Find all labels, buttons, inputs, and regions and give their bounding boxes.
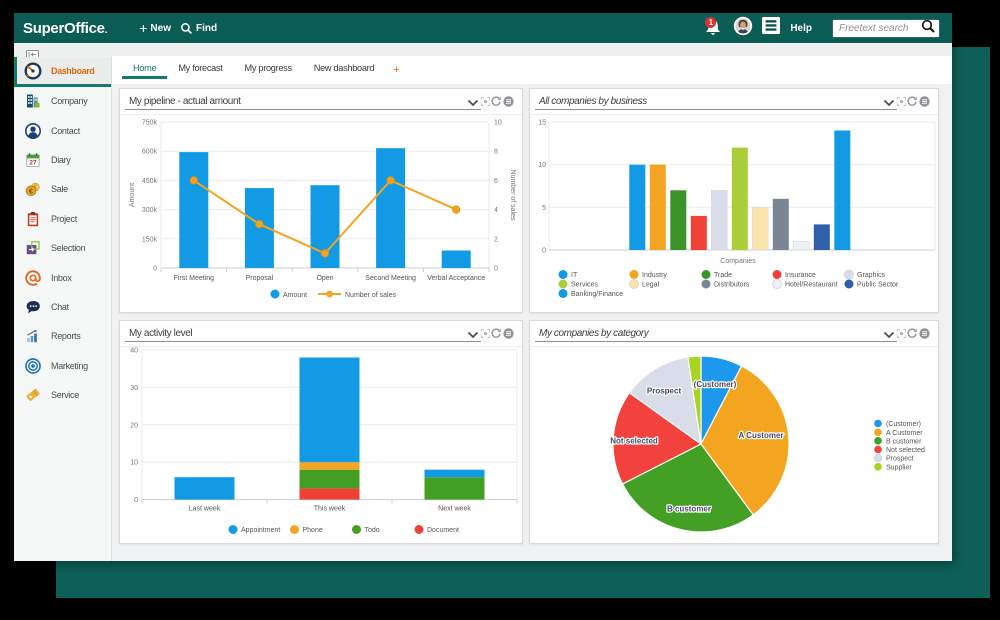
- svg-text:Not selected: Not selected: [886, 447, 925, 454]
- svg-text:Number of sales: Number of sales: [345, 292, 396, 299]
- svg-text:Amount: Amount: [129, 183, 136, 207]
- svg-text:Banking/Finance: Banking/Finance: [571, 291, 623, 298]
- svg-text:IT: IT: [571, 272, 578, 279]
- svg-text:750k: 750k: [142, 120, 158, 127]
- svg-text:Verbal Acceptance: Verbal Acceptance: [427, 275, 485, 282]
- svg-text:0: 0: [134, 497, 138, 504]
- svg-text:5: 5: [542, 205, 546, 212]
- svg-text:(Customer): (Customer): [886, 421, 921, 428]
- svg-text:600k: 600k: [142, 149, 158, 156]
- svg-text:10: 10: [130, 460, 138, 467]
- svg-text:Prospect: Prospect: [647, 387, 682, 396]
- svg-text:B customer: B customer: [886, 438, 922, 445]
- svg-text:Number of sales: Number of sales: [509, 170, 516, 221]
- svg-text:4: 4: [494, 207, 498, 214]
- svg-text:This week: This week: [314, 506, 346, 513]
- svg-text:Trade: Trade: [714, 272, 732, 279]
- svg-text:0: 0: [153, 266, 157, 273]
- svg-text:Last week: Last week: [189, 506, 221, 513]
- svg-text:8: 8: [494, 149, 498, 156]
- svg-text:40: 40: [130, 348, 138, 355]
- svg-text:10: 10: [538, 162, 546, 169]
- svg-text:Not selected: Not selected: [610, 437, 658, 446]
- svg-text:6: 6: [494, 178, 498, 185]
- svg-text:450k: 450k: [142, 178, 158, 185]
- svg-text:20: 20: [130, 422, 138, 429]
- svg-text:Supplier: Supplier: [886, 464, 912, 471]
- svg-text:Hotel/Restaurant: Hotel/Restaurant: [785, 282, 838, 289]
- svg-text:Graphics: Graphics: [857, 272, 886, 279]
- svg-text:€: €: [29, 187, 34, 196]
- svg-text:Phone: Phone: [303, 527, 323, 534]
- svg-text:Second Meeting: Second Meeting: [365, 275, 416, 282]
- svg-text:150k: 150k: [142, 236, 158, 243]
- svg-text:15: 15: [538, 120, 546, 127]
- svg-text:Industry: Industry: [642, 272, 667, 279]
- svg-text:€: €: [34, 186, 38, 192]
- svg-text:(Customer): (Customer): [694, 380, 737, 389]
- svg-text:Document: Document: [427, 527, 459, 534]
- svg-text:Legal: Legal: [642, 282, 660, 289]
- svg-text:300k: 300k: [142, 207, 158, 214]
- svg-text:Services: Services: [571, 282, 598, 289]
- svg-text:0: 0: [542, 248, 546, 255]
- svg-text:Insurance: Insurance: [785, 272, 816, 279]
- svg-text:B customer: B customer: [667, 505, 711, 514]
- svg-text:27: 27: [29, 160, 37, 167]
- svg-text:Todo: Todo: [365, 527, 380, 534]
- svg-text:Proposal: Proposal: [246, 275, 274, 282]
- svg-text:A Customer: A Customer: [738, 431, 783, 440]
- svg-text:Amount: Amount: [283, 292, 307, 299]
- svg-text:Public Sector: Public Sector: [857, 282, 899, 289]
- svg-text:First Meeting: First Meeting: [174, 275, 215, 282]
- svg-text:Appointment: Appointment: [241, 527, 280, 534]
- svg-text:Next week: Next week: [438, 506, 471, 513]
- svg-text:Distributors: Distributors: [714, 282, 750, 289]
- svg-text:A Customer: A Customer: [886, 430, 923, 437]
- svg-text:0: 0: [494, 266, 498, 273]
- svg-text:Prospect: Prospect: [886, 456, 914, 463]
- svg-text:2: 2: [494, 236, 498, 243]
- svg-text:10: 10: [494, 120, 502, 127]
- svg-text:Open: Open: [316, 275, 333, 282]
- svg-text:Companies: Companies: [720, 258, 756, 265]
- svg-text:30: 30: [130, 385, 138, 392]
